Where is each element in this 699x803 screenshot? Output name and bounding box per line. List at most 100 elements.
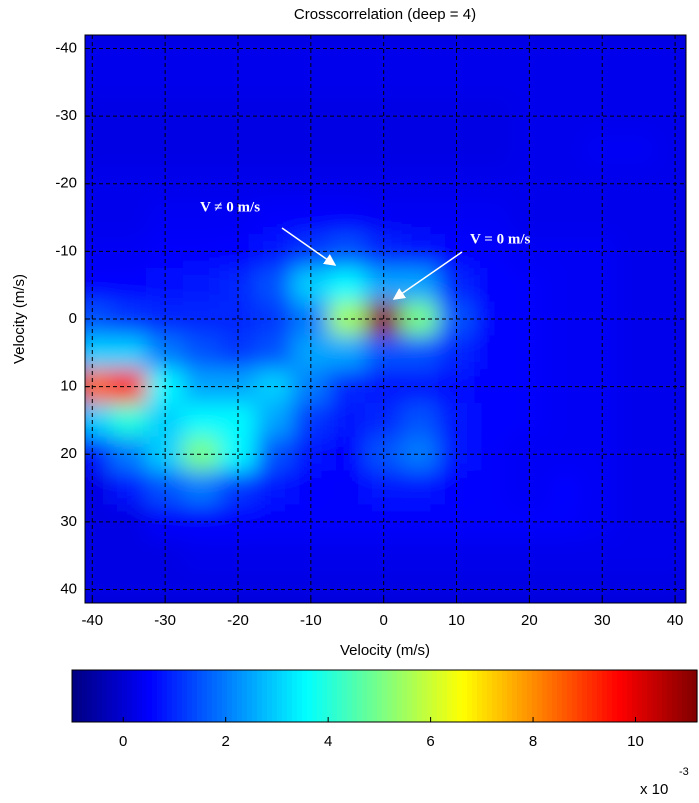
colorbar-swatch (557, 670, 563, 722)
colorbar-swatch (242, 670, 248, 722)
colorbar-swatch (402, 670, 408, 722)
colorbar-swatch (332, 670, 338, 722)
colorbar-swatch (182, 670, 188, 722)
colorbar-swatch (652, 670, 658, 722)
colorbar-swatch (112, 670, 118, 722)
x-tick-label: -30 (154, 612, 176, 629)
heatmap-cell (401, 538, 439, 574)
heatmap-cell (182, 335, 221, 371)
heatmap-cell (474, 403, 512, 438)
heatmap-cell (255, 470, 294, 506)
heatmap-cell (328, 64, 366, 100)
colorbar-swatch (377, 670, 383, 722)
x-tick-label: -40 (81, 612, 103, 629)
x-tick-label: -10 (300, 612, 322, 629)
colorbar-swatch (422, 670, 428, 722)
colorbar-swatch (577, 670, 583, 722)
colorbar-swatch (307, 670, 313, 722)
heatmap-cell (109, 572, 148, 603)
heatmap-cell (547, 470, 585, 506)
heatmap-cell (619, 403, 658, 438)
colorbar-swatch (532, 670, 538, 722)
colorbar-swatch (367, 670, 373, 722)
colorbar-swatch (322, 670, 328, 722)
colorbar-swatch (687, 670, 693, 722)
colorbar-multiplier: x 10 (640, 781, 668, 798)
colorbar-swatch (362, 670, 368, 722)
heatmap-cell (401, 35, 439, 66)
colorbar-swatch (262, 670, 268, 722)
x-tick-label: 10 (448, 612, 465, 629)
y-tick-label: 20 (60, 445, 77, 462)
colorbar-swatch (287, 670, 293, 722)
heatmap-cell (255, 132, 294, 168)
colorbar-swatch (357, 670, 363, 722)
x-tick-label: 40 (667, 612, 684, 629)
colorbar-swatch (467, 670, 473, 722)
colorbar-swatch (72, 670, 78, 722)
heatmap-cell (401, 572, 439, 603)
colorbar-swatch (202, 670, 208, 722)
heatmap-cell (474, 64, 512, 100)
colorbar-swatch (237, 670, 243, 722)
colorbar-swatch (252, 670, 258, 722)
y-tick-label: -20 (55, 175, 77, 192)
colorbar-swatch (222, 670, 228, 722)
grid (85, 35, 686, 603)
x-axis-label: Velocity (m/s) (340, 642, 430, 659)
colorbar-swatch (77, 670, 83, 722)
heatmap-cell (85, 470, 111, 506)
colorbar-swatch (682, 670, 688, 722)
heatmap-cell (656, 35, 686, 66)
colorbar-swatch (302, 670, 308, 722)
colorbar-swatch (342, 670, 348, 722)
heatmap-cell (547, 572, 585, 603)
heatmap-cell (328, 403, 366, 438)
heatmap-cell (85, 132, 111, 168)
colorbar-swatch (552, 670, 558, 722)
y-tick-label: 40 (60, 580, 77, 597)
heatmap-cell (547, 538, 585, 574)
colorbar-swatch (372, 670, 378, 722)
heatmap-cell (619, 35, 658, 66)
heatmap-cell (85, 64, 111, 100)
heatmap (85, 35, 686, 603)
colorbar-swatch (347, 670, 353, 722)
heatmap-cell (656, 64, 686, 100)
x-tick-label: 30 (594, 612, 611, 629)
colorbar-swatch (497, 670, 503, 722)
colorbar-swatch (157, 670, 163, 722)
heatmap-cell (328, 470, 366, 506)
colorbar-swatch (692, 670, 698, 722)
colorbar-swatch (437, 670, 443, 722)
heatmap-cell (109, 35, 148, 66)
y-tick-label: 30 (60, 513, 77, 530)
heatmap-cell (182, 64, 221, 100)
heatmap-cell (401, 335, 439, 371)
colorbar-swatch (212, 670, 218, 722)
annotation-arrow (392, 251, 463, 300)
colorbar-swatch (587, 670, 593, 722)
colorbar-swatch (142, 670, 148, 722)
heatmap-cell (109, 470, 148, 506)
heatmap-cell (619, 335, 658, 371)
colorbar-swatch (412, 670, 418, 722)
heatmap-cell (619, 538, 658, 574)
heatmap-cell (328, 572, 366, 603)
heatmap-cell (255, 267, 294, 303)
heatmap-cell (182, 572, 221, 603)
colorbar-swatch (472, 670, 478, 722)
heatmap-cell (547, 200, 585, 235)
heatmap-cell (182, 470, 221, 506)
colorbar-swatch (647, 670, 653, 722)
heatmap-cell (85, 572, 111, 603)
colorbar-swatch (597, 670, 603, 722)
heatmap-cell (109, 403, 148, 438)
heatmap-cell (401, 403, 439, 438)
colorbar-swatch (297, 670, 303, 722)
y-tick-label: -10 (55, 242, 77, 259)
heatmap-cell (328, 132, 366, 168)
colorbar-swatch (482, 670, 488, 722)
colorbar-swatch (622, 670, 628, 722)
heatmap-cell (85, 335, 111, 371)
